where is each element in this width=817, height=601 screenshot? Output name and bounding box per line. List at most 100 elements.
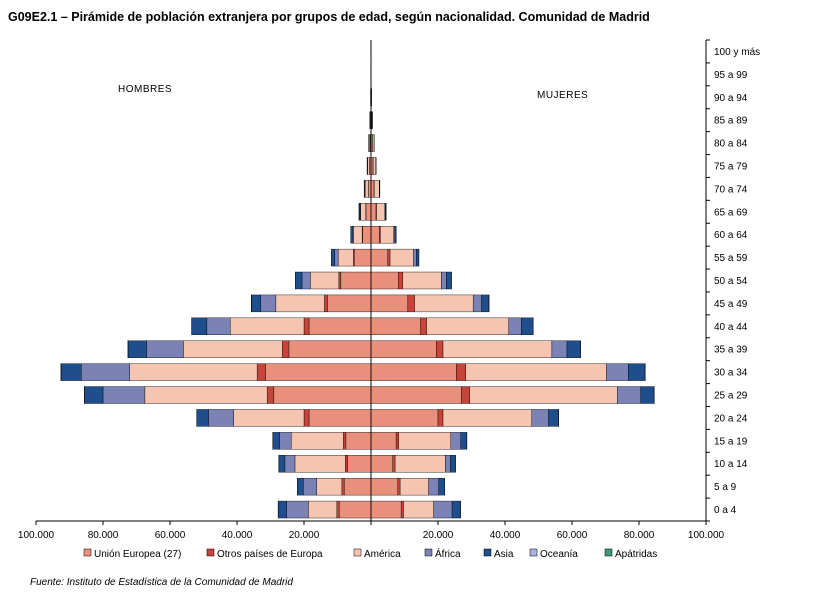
side-label-men: HOMBRES — [118, 84, 172, 95]
bar-men-40-a-44-s1 — [303, 317, 310, 335]
bar-women-65-a-69-s0 — [370, 203, 377, 221]
legend-swatch-1 — [206, 548, 215, 557]
bar-men-25-a-29-s1 — [266, 386, 275, 404]
bar-men-50-a-54-s4 — [295, 271, 303, 290]
bar-men-5-a-9-s2 — [316, 477, 343, 496]
bar-men-65-a-69-s2 — [360, 203, 366, 221]
age-group-label: 100 y más — [714, 47, 760, 58]
bar-men-20-a-24-s4 — [196, 409, 209, 427]
bar-men-30-a-34-s4 — [60, 363, 82, 381]
bar-men-60-a-64-s3 — [352, 226, 354, 244]
bar-men-30-a-34-s1 — [256, 363, 266, 381]
bar-women-5-a-9-s4 — [438, 477, 445, 496]
bar-women-80-a-84-s2 — [372, 134, 375, 152]
bar-women-15-a-19-s2 — [398, 432, 451, 450]
bar-women-0-a-4-s3 — [433, 500, 453, 519]
age-group-label: 20 a 24 — [714, 413, 748, 424]
bar-men-20-a-24-s3 — [208, 409, 234, 427]
bar-women-20-a-24-s3 — [531, 409, 549, 427]
bar-women-40-a-44-s0 — [370, 317, 421, 335]
bar-men-35-a-39-s2 — [183, 340, 283, 358]
bar-men-25-a-29-s3 — [102, 386, 146, 404]
x-tick-label: 40.000 — [490, 530, 521, 541]
bar-men-10-a-14-s3 — [284, 455, 296, 473]
bar-men-10-a-14-s1 — [345, 455, 348, 473]
legend-label-3: África — [435, 547, 461, 560]
bar-women-60-a-64-s4 — [394, 226, 397, 244]
chart-title: G09E2.1 – Pirámide de población extranje… — [8, 10, 650, 24]
bar-men-55-a-59-s0 — [354, 248, 372, 267]
bar-women-50-a-54-s4 — [446, 271, 452, 290]
bar-women-35-a-39-s4 — [566, 340, 581, 358]
legend-label-6: Apátridas — [615, 549, 657, 560]
bar-men-45-a-49-s3 — [260, 294, 277, 313]
bar-women-5-a-9-s1 — [397, 477, 401, 496]
age-group-label: 75 a 79 — [714, 161, 748, 172]
bar-women-25-a-29-s4 — [640, 386, 655, 404]
bar-women-40-a-44-s1 — [420, 317, 427, 335]
bar-women-25-a-29-s1 — [461, 386, 471, 404]
bar-women-55-a-59-s1 — [387, 248, 391, 267]
bar-men-15-a-19-s0 — [345, 432, 372, 450]
bar-women-35-a-39-s0 — [370, 340, 437, 358]
bar-men-55-a-59-s4 — [331, 248, 336, 267]
bar-men-15-a-19-s1 — [342, 432, 347, 450]
bar-women-0-a-4-s1 — [400, 500, 404, 519]
legend-swatch-3 — [424, 548, 433, 557]
bar-women-5-a-9-s0 — [370, 477, 398, 496]
side-label-women: MUJERES — [537, 90, 588, 101]
bar-men-5-a-9-s1 — [341, 477, 345, 496]
age-group-label: 60 a 64 — [714, 230, 748, 241]
age-group-label: 10 a 14 — [714, 459, 748, 470]
x-tick-label: 60.000 — [557, 530, 588, 541]
bar-men-30-a-34-s0 — [265, 363, 372, 381]
bar-men-50-a-54-s3 — [301, 271, 311, 290]
bar-men-60-a-64-s0 — [362, 226, 372, 244]
bar-men-65-a-69-s0 — [365, 203, 372, 221]
bar-men-25-a-29-s2 — [144, 386, 268, 404]
bar-men-35-a-39-s4 — [127, 340, 147, 358]
bar-women-0-a-4-s2 — [403, 500, 434, 519]
bar-women-5-a-9-s2 — [399, 477, 429, 496]
bar-men-35-a-39-s3 — [146, 340, 184, 358]
bar-women-10-a-14-s3 — [445, 455, 451, 473]
source-note: Fuente: Instituto de Estadística de la C… — [30, 577, 293, 588]
bar-men-5-a-9-s4 — [297, 477, 304, 496]
bar-men-70-a-74-s0 — [368, 180, 372, 198]
legend-swatch-2 — [353, 548, 362, 557]
bar-women-30-a-34-s4 — [628, 363, 646, 381]
bar-women-10-a-14-s0 — [370, 455, 393, 473]
bar-women-15-a-19-s4 — [460, 432, 468, 450]
bar-women-55-a-59-s4 — [416, 248, 420, 267]
bar-men-0-a-4-s2 — [308, 500, 338, 519]
bar-men-40-a-44-s0 — [308, 317, 372, 335]
x-tick-label: 80.000 — [88, 530, 119, 541]
bar-men-25-a-29-s0 — [273, 386, 372, 404]
age-group-label: 15 a 19 — [714, 436, 748, 447]
bar-women-0-a-4-s0 — [370, 500, 402, 519]
bar-women-25-a-29-s3 — [617, 386, 641, 404]
bar-men-40-a-44-s4 — [191, 317, 208, 335]
bar-men-15-a-19-s2 — [291, 432, 344, 450]
bar-men-50-a-54-s0 — [340, 271, 372, 290]
age-group-label: 30 a 34 — [714, 368, 748, 379]
age-group-label: 40 a 44 — [714, 322, 748, 333]
legend-label-5: Oceanía — [540, 549, 578, 560]
age-group-label: 25 a 29 — [714, 391, 748, 402]
bar-women-45-a-49-s2 — [414, 294, 474, 313]
bar-men-15-a-19-s3 — [279, 432, 292, 450]
legend-swatch-0 — [83, 548, 92, 557]
legend-label-4: Asia — [494, 549, 514, 560]
bar-women-15-a-19-s3 — [450, 432, 461, 450]
bar-women-20-a-24-s2 — [442, 409, 532, 427]
bar-women-30-a-34-s0 — [370, 363, 457, 381]
bar-women-35-a-39-s1 — [436, 340, 444, 358]
age-group-label: 55 a 59 — [714, 253, 748, 264]
age-group-label: 80 a 84 — [714, 139, 748, 150]
bar-men-0-a-4-s4 — [278, 500, 287, 519]
bar-women-45-a-49-s1 — [407, 294, 415, 313]
bar-men-10-a-14-s0 — [347, 455, 372, 473]
bar-women-10-a-14-s2 — [394, 455, 446, 473]
bar-women-50-a-54-s2 — [402, 271, 442, 290]
bar-men-25-a-29-s4 — [84, 386, 104, 404]
